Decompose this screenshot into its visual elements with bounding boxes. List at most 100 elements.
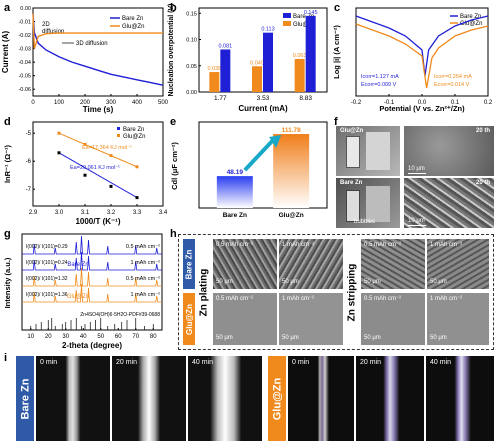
optical-time-label: 20 min [360, 359, 382, 366]
optical-time-label: 0 min [292, 359, 310, 366]
chart-a-series-glu [32, 13, 163, 49]
chart-a-xtick-label: 300 [106, 100, 117, 106]
chart-e-value-bare: 48.19 [227, 169, 244, 176]
chart-d-ytick-label: -6 [26, 159, 32, 165]
chart-e-value-glu: 111.78 [282, 127, 302, 134]
chart-b-bar-bare [305, 15, 316, 92]
sem-bare-scale: 10 μm [408, 218, 425, 224]
chart-g-ratio: I(002)/ I(101)=1.32 [26, 276, 68, 282]
chart-e-frame [198, 121, 328, 209]
chart-g-xtick-label: 60 [115, 334, 122, 340]
chart-c-xtick-label: 0.0 [418, 100, 427, 106]
chart-e-arrow [243, 138, 275, 172]
chart-g-xtick-label: 40 [80, 334, 87, 340]
chart-b-bar-bare [220, 49, 231, 92]
optical-bare-20min: 20 min [112, 356, 186, 441]
chart-g-xtick-label: 30 [62, 334, 69, 340]
chart-b-bar-glu-label: 0.063 [293, 53, 307, 59]
chart-d-point-glu [83, 142, 87, 146]
chart-a-legend-glu: Glu@Zn [122, 24, 144, 30]
chart-b-ytick-label: 0.10 [186, 38, 197, 44]
chart-g-legend-bare: Bare Zn [67, 262, 88, 268]
chart-c-bare-ecorr: Ecorr=0.009 V [361, 82, 397, 88]
chart-a-xlabel: Time (s) [83, 105, 114, 114]
chart-g-xtick-label: 10 [27, 334, 34, 340]
chart-g-pattern [22, 235, 162, 255]
panel-label-f: f [334, 116, 338, 128]
optical-time-label: 40 min [192, 359, 214, 366]
sem-glu-cycle: 20 th [475, 128, 490, 134]
sem-scale-label: 50 μm [364, 279, 381, 285]
chart-b-nucleation-overpotential: Current (mA) Nucleation overpotential (V… [168, 4, 328, 113]
chart-d-point-bare [135, 196, 139, 200]
chart-b-xtick-label: 8.83 [299, 95, 312, 102]
chart-a-xtick-label: 0 [31, 100, 35, 106]
sem-scale-label: 50 μm [430, 279, 447, 285]
chart-d-arrhenius: 1000/T (K⁻¹) lnR⁻¹ (Ω⁻¹) Bare Zn Glu@Zn … [3, 121, 168, 226]
panel-label-e: e [170, 116, 177, 128]
chart-a-ytick-label: -0.05 [18, 74, 31, 80]
optical-glu-20min: 20 min [356, 356, 424, 441]
chart-a-ytick-label: -0.01 [18, 20, 31, 26]
sem-cap-label: 1 mAh cm⁻² [430, 242, 463, 248]
chart-d-point-bare [57, 151, 61, 155]
chart-b-xtick-label: 3.53 [257, 95, 270, 102]
chart-d-xtick-label: 2.9 [29, 210, 38, 216]
chart-b-bar-glu [252, 66, 262, 92]
chart-g-frame [21, 233, 163, 331]
chart-b-legend-glu-swatch [283, 21, 291, 26]
chart-b-xlabel: Current (mA) [238, 104, 288, 113]
panel-label-a: a [4, 2, 11, 14]
sem-scale-label: 50 μm [282, 335, 299, 341]
chart-d-point-glu [57, 131, 61, 135]
sem-scale-label: 50 μm [216, 279, 233, 285]
chart-g-xtick-label: 20 [45, 334, 52, 340]
sem-scale-label: 50 μm [216, 335, 233, 341]
sem-bare-stripping-05: 0.5 mAh cm⁻² 50 μm [361, 239, 425, 289]
chart-g-pattern [22, 267, 162, 287]
chart-d-point-glu [135, 165, 139, 169]
chart-e-cdl: Cdl (μF cm⁻²) 48.19 Bare Zn 111.78 Glu@Zn [170, 121, 328, 219]
chart-c-bare-icorr: Icorr=1.127 mA [361, 74, 399, 80]
chart-b-bar-bare-label: 0.113 [261, 27, 274, 33]
sem-bare-cycle: 20 th [475, 180, 490, 186]
chart-a-chronoamperometry: Time (s) Current (A) 2D diffusion 3D dif… [1, 6, 168, 114]
chart-a-ytick-label: -0.04 [18, 60, 31, 66]
chart-d-point-glu [109, 154, 113, 158]
scale-bar [408, 224, 426, 226]
chart-d-xtick-label: 3.2 [107, 210, 116, 216]
chart-e-bar-bare [216, 176, 253, 208]
glass-cell-icon [346, 136, 360, 168]
chart-b-legend-glu: Glu@Zn [293, 22, 315, 28]
chart-e-arrow-head [269, 135, 282, 149]
label-zn-plating: Zn plating [198, 268, 210, 316]
chart-g-cap: 0.5 mAh cm⁻² [126, 276, 160, 282]
chart-b-bar-glu [209, 72, 220, 92]
chart-a-xtick-label: 200 [80, 100, 91, 106]
optical-glu-40min: 40 min [426, 356, 494, 441]
chart-b-ylabel: Nucleation overpotential (V) [168, 4, 175, 97]
chart-b-xtick-label: 1.77 [214, 95, 227, 102]
chart-c-xtick-label: 0.2 [484, 100, 493, 106]
optical-time-label: 20 min [116, 359, 138, 366]
sem-cap-label: 0.5 mAh cm⁻² [216, 296, 254, 302]
panel-label-b: b [170, 2, 177, 14]
optical-time-label: 0 min [40, 359, 58, 366]
panel-label-d: d [4, 116, 11, 128]
chart-g-legend-glu: Glu@Zn [67, 294, 89, 300]
chart-a-ytick-label: -0.06 [18, 87, 31, 93]
chart-g-xrd: 2-theta (degree) Intensity (a.u.) 10 20 30… [3, 233, 163, 350]
label-zn-stripping: Zn stripping [346, 263, 358, 321]
chart-d-fit-bare [58, 152, 138, 199]
chart-d-xtick-label: 3.3 [133, 210, 142, 216]
panel-label-h: h [170, 228, 177, 240]
chart-c-tafel: Potential (V vs. Zn²⁺/Zn) Log |i| (A cm⁻… [332, 7, 493, 113]
chart-a-ytick-label: 0.00 [20, 6, 31, 12]
panel-label-c: c [334, 2, 341, 14]
chart-d-legend-bare-marker [117, 127, 120, 130]
chart-g-pattern [22, 283, 162, 303]
chart-c-ylabel: Log |i| (A cm⁻²) [332, 25, 341, 79]
chart-d-legend-glu-marker [117, 134, 120, 137]
chart-b-legend-bare-swatch [283, 13, 291, 18]
chart-b-bar-bare-label: 0.081 [218, 43, 232, 49]
